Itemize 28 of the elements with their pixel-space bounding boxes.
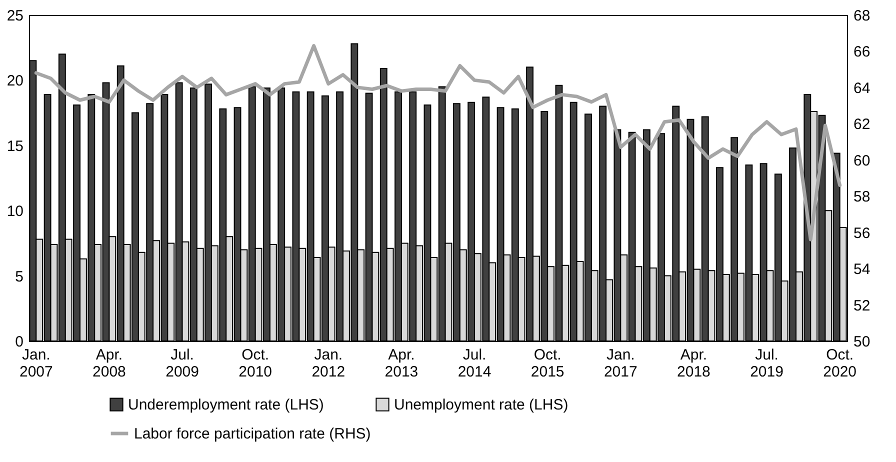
x-tick-label: Jul. 2014 [458, 346, 492, 380]
y2-tick-label: 68 [854, 8, 870, 24]
y-tick-label: 25 [6, 8, 24, 24]
legend-label: Underemployment rate (LHS) [128, 396, 324, 414]
x-tick-label: Oct. 2015 [530, 346, 564, 380]
legend-label: Labor force participation rate (RHS) [134, 426, 371, 442]
y2-tick-label: 56 [854, 224, 870, 242]
y-tick-label: 15 [6, 138, 24, 155]
legend-label: Unemployment rate (LHS) [394, 396, 568, 414]
y2-tick-label: 54 [854, 261, 870, 278]
y-tick-label: 10 [6, 203, 24, 220]
x-tick-label: Oct. 2010 [238, 346, 272, 380]
x-tick-label: Apr. 2013 [384, 346, 418, 380]
x-tick-label: Jan. 2017 [604, 346, 638, 380]
y2-tick-label: 62 [854, 116, 870, 134]
line-series [34, 44, 842, 242]
x-tick-label: Apr. 2018 [677, 346, 710, 380]
y2-tick-label: 58 [854, 188, 870, 206]
y2-tick-label: 52 [854, 297, 870, 314]
y2-tick-label: 66 [854, 44, 870, 61]
y2-tick-label: 64 [854, 80, 870, 97]
x-tick-label: Jan. 2012 [312, 346, 346, 380]
y2-tick-label: 60 [854, 152, 870, 170]
y-tick-label: 20 [6, 72, 24, 90]
x-tick-label: Apr. 2008 [92, 346, 126, 380]
x-tick-label: Jul. 2019 [750, 346, 784, 380]
x-tick-label: Jul. 2009 [166, 346, 199, 380]
y-tick-label: 5 [15, 268, 24, 286]
